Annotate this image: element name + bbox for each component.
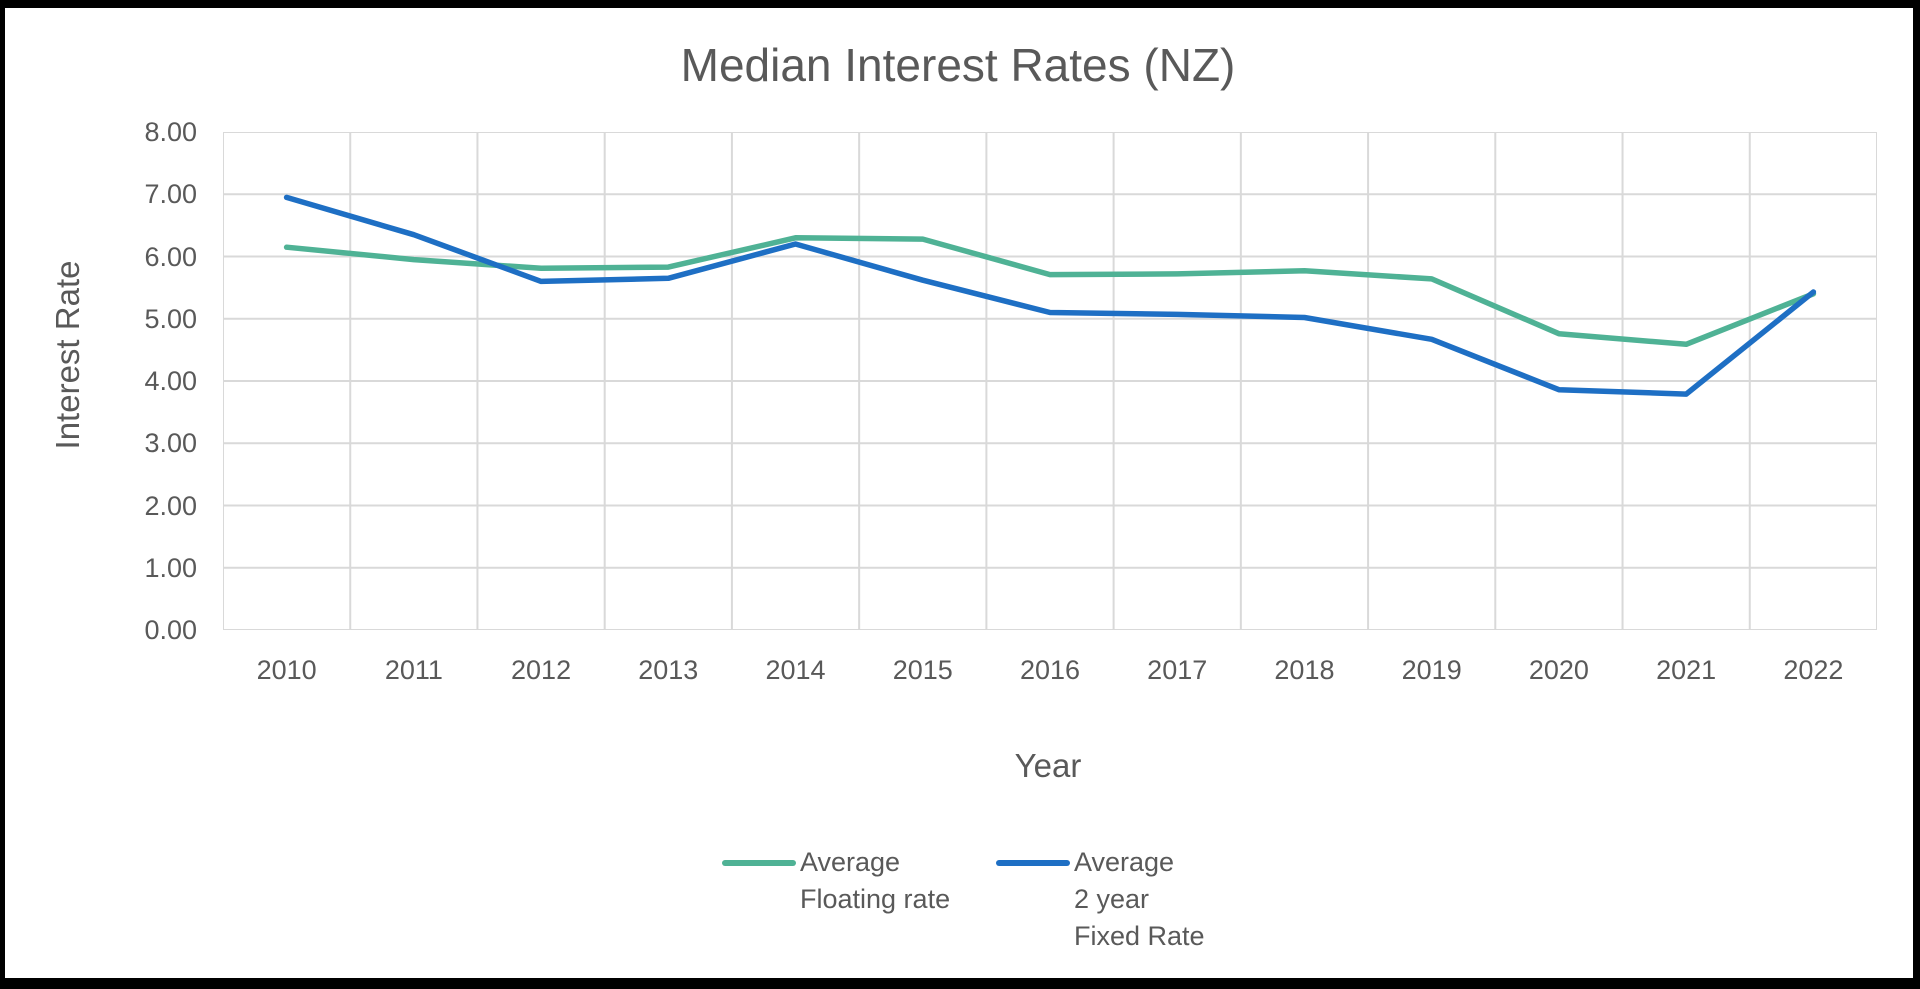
y-axis-tick-label: 5.00 — [144, 303, 197, 334]
series-line-average-floating-rate — [283, 235, 1817, 348]
x-axis-tick-label: 2017 — [1147, 655, 1208, 685]
gridlines — [223, 132, 1877, 630]
x-axis-tick-label: 2021 — [1656, 655, 1717, 685]
y-axis-tick-label: 6.00 — [144, 241, 197, 272]
legend-label-floating-rate: Average Floating rate — [800, 847, 951, 914]
x-axis-tick-label: 2013 — [638, 655, 699, 685]
x-axis-tick-label: 2022 — [1783, 655, 1844, 685]
series-line-average-2-year-fixed-rate — [283, 194, 1817, 397]
legend-item-2-year-fixed-rate: Average 2 year Fixed Rate — [996, 844, 1205, 955]
y-axis-tick-label: 3.00 — [144, 428, 197, 459]
x-axis-tick-label: 2010 — [256, 655, 317, 685]
plot-area — [223, 132, 1877, 630]
legend-swatch-2-year-fixed-rate — [996, 860, 1070, 866]
x-axis-tick-label: 2019 — [1401, 655, 1462, 685]
y-axis-tick-label: 4.00 — [144, 366, 197, 396]
y-axis-tick-label: 7.00 — [144, 179, 197, 210]
x-axis-tick-label: 2011 — [384, 655, 443, 685]
y-axis-tick-label: 0.00 — [144, 615, 197, 645]
legend-label-2-year-fixed-rate: Average 2 year Fixed Rate — [1074, 847, 1205, 951]
x-axis-tick-label: 2016 — [1019, 655, 1081, 685]
x-axis-title: Year — [1014, 747, 1082, 784]
y-axis-tick-label: 1.00 — [144, 552, 197, 583]
y-axis-tick-label: 8.00 — [144, 117, 197, 147]
chart-plot-svg — [223, 132, 1877, 630]
legend-swatch-floating-rate — [722, 860, 796, 866]
x-axis-tick-label: 2014 — [765, 655, 826, 685]
y-axis-tick-label: 2.00 — [144, 490, 197, 521]
legend-item-floating-rate: Average Floating rate — [722, 844, 950, 918]
x-axis-tick-label: 2012 — [511, 655, 572, 685]
x-axis-tick-label: 2015 — [892, 655, 953, 685]
y-axis-title: Interest Rate — [49, 260, 86, 450]
x-axis-tick-label: 2018 — [1274, 655, 1335, 685]
chart-title: Median Interest Rates (NZ) — [680, 39, 1236, 91]
x-axis-tick-label: 2020 — [1528, 655, 1589, 685]
